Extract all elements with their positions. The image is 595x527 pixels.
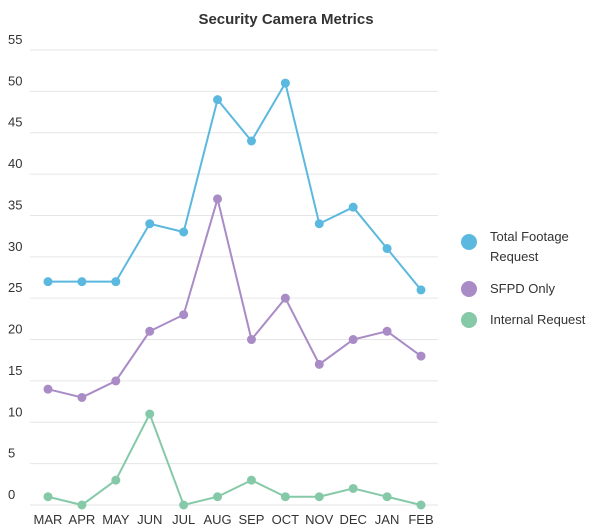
legend-marker (461, 234, 477, 250)
legend-item: Total Footage Request (461, 229, 569, 264)
series-2 (43, 409, 426, 510)
data-point (416, 285, 426, 295)
data-point (77, 392, 87, 402)
legend-marker (461, 281, 477, 297)
y-tick-label: 50 (8, 73, 22, 88)
data-point (382, 326, 392, 336)
data-point (145, 326, 155, 336)
x-tick-label: AUG (203, 512, 231, 527)
data-point (43, 384, 53, 394)
data-point (416, 500, 426, 510)
data-point (145, 219, 155, 229)
series-line (48, 80, 422, 291)
legend-marker (461, 312, 477, 328)
legend-label: Total Footage (490, 229, 569, 244)
series-line (47, 195, 422, 399)
data-point (314, 492, 324, 502)
data-point (382, 244, 392, 254)
legend: Total Footage Request SFPD Only Internal Re… (461, 229, 586, 328)
data-point (382, 492, 392, 502)
series-0 (43, 78, 426, 295)
data-point (179, 500, 189, 510)
data-point (246, 475, 256, 485)
x-tick-label: JUL (172, 512, 195, 527)
x-tick-label: MAR (34, 512, 63, 527)
y-tick-label: 25 (8, 280, 22, 295)
data-point (43, 277, 53, 287)
y-tick-label: 10 (8, 404, 22, 419)
data-point (111, 376, 121, 386)
x-tick-label: JUN (137, 512, 162, 527)
y-tick-label: 30 (8, 239, 22, 254)
data-point (77, 500, 87, 510)
data-point (348, 335, 358, 345)
data-point (179, 310, 189, 320)
legend-label: Request (490, 249, 539, 264)
data-point (145, 409, 155, 419)
data-point (213, 492, 223, 502)
y-tick-label: 40 (8, 156, 22, 171)
data-point (314, 359, 324, 369)
x-tick-label: SEP (238, 512, 264, 527)
x-tick-label: FEB (408, 512, 433, 527)
x-axis-ticks: MAR APR MAY JUN JUL AUG SEP OCT NOV DEC JAN FEB (34, 512, 434, 527)
data-point (213, 95, 223, 105)
data-point (111, 475, 121, 485)
y-tick-label: 55 (8, 32, 22, 47)
x-tick-label: DEC (339, 512, 366, 527)
y-tick-label: 20 (8, 322, 22, 337)
y-axis-ticks: 0 5 10 15 20 25 30 35 40 45 50 55 (8, 32, 22, 502)
y-tick-label: 5 (8, 446, 15, 461)
data-point (348, 483, 358, 493)
legend-label: Internal Request (490, 312, 586, 327)
data-point (314, 219, 324, 229)
series-line (47, 411, 422, 507)
data-point (416, 351, 426, 361)
y-tick-label: 15 (8, 363, 22, 378)
legend-item: SFPD Only (461, 281, 556, 297)
data-point (246, 335, 256, 345)
data-point (43, 492, 53, 502)
x-tick-label: MAY (102, 512, 130, 527)
y-tick-label: 35 (8, 197, 22, 212)
data-point (213, 194, 223, 204)
x-tick-label: APR (69, 512, 96, 527)
data-point (111, 277, 121, 287)
data-point (280, 492, 290, 502)
data-point (179, 227, 189, 237)
data-point (280, 293, 290, 303)
series-1 (43, 194, 426, 402)
series-lines (43, 78, 426, 510)
chart-title: Security Camera Metrics (198, 11, 373, 28)
y-tick-label: 45 (8, 115, 22, 130)
y-tick-label: 0 (8, 487, 15, 502)
x-tick-label: OCT (272, 512, 300, 527)
legend-label: SFPD Only (490, 281, 556, 296)
data-point (246, 136, 256, 146)
legend-item: Internal Request (461, 312, 586, 328)
grid (30, 49, 438, 506)
data-point (77, 277, 87, 287)
data-point (280, 78, 290, 88)
x-tick-label: JAN (375, 512, 400, 527)
x-tick-label: NOV (305, 512, 334, 527)
data-point (348, 202, 358, 212)
